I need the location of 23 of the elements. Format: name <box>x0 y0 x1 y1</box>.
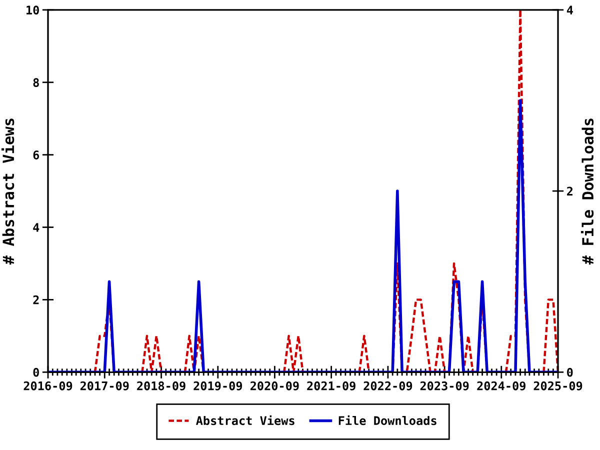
x-tick-label: 2023-09 <box>420 381 469 390</box>
y-tick-label: 2 <box>33 295 39 304</box>
x-tick-label: 2020-09 <box>250 381 299 390</box>
y-tick-label: 6 <box>33 150 40 160</box>
x-tick-label: 2025-09 <box>534 381 582 390</box>
x-tick-label: 2016-09 <box>24 381 72 390</box>
x-tick-label: 2024-09 <box>477 381 526 390</box>
y-tick-label: 4 <box>33 223 40 232</box>
y2-tick-label: 2 <box>566 186 572 196</box>
x-tick-label: 2017-09 <box>80 381 129 390</box>
y-tick-label: 0 <box>33 368 39 377</box>
x-tick-label: 2022-09 <box>364 381 412 390</box>
legend-label: Abstract Views <box>196 415 294 426</box>
x-tick-label: 2018-09 <box>137 381 186 390</box>
y-axis-title: # Abstract Views <box>2 118 14 265</box>
x-tick-label: 2021-09 <box>307 381 356 390</box>
y2-tick-label: 4 <box>566 6 573 14</box>
x-tick-label: 2019-09 <box>194 381 242 390</box>
y-tick-label: 10 <box>26 6 39 15</box>
y-tick-label: 8 <box>33 78 39 88</box>
legend-label: File Downloads <box>338 415 436 426</box>
y2-tick-label: 0 <box>567 368 573 377</box>
y2-axis-title: # File Downloads <box>580 118 594 265</box>
